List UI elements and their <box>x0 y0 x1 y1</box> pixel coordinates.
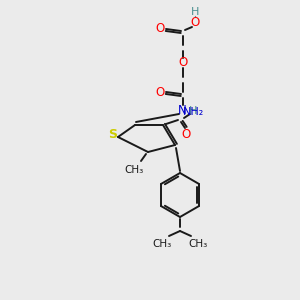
Text: O: O <box>190 16 200 28</box>
Text: CH₃: CH₃ <box>152 239 172 249</box>
Text: H: H <box>191 7 199 17</box>
Text: O: O <box>182 128 190 140</box>
Text: NH₂: NH₂ <box>182 107 204 117</box>
Text: O: O <box>178 56 188 70</box>
Text: O: O <box>155 22 165 34</box>
Text: S: S <box>109 128 118 142</box>
Text: N: N <box>178 103 186 116</box>
Text: H: H <box>189 106 197 116</box>
Text: CH₃: CH₃ <box>188 239 208 249</box>
Text: CH₃: CH₃ <box>124 165 144 175</box>
Text: O: O <box>155 85 165 98</box>
